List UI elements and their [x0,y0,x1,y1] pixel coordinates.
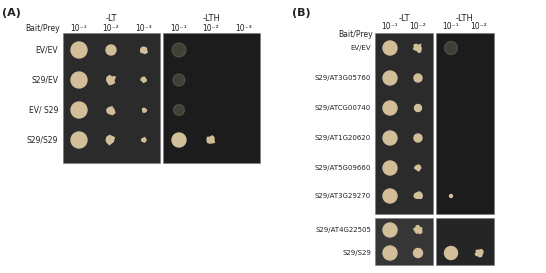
Bar [375,218,433,265]
Circle shape [71,102,87,118]
Text: -LT: -LT [106,14,117,23]
Bar [436,33,494,214]
Polygon shape [106,135,114,145]
Circle shape [449,194,453,197]
Text: S29/AT3G05760: S29/AT3G05760 [314,75,371,81]
Text: 10⁻¹: 10⁻¹ [382,22,399,31]
Text: S29/AT3G29270: S29/AT3G29270 [314,193,371,199]
Text: 10⁻³: 10⁻³ [236,24,252,33]
Text: S29/AT5G09660: S29/AT5G09660 [314,165,371,171]
Circle shape [383,161,397,175]
Circle shape [383,101,397,115]
Text: 10⁻²: 10⁻² [471,22,488,31]
Circle shape [71,42,87,58]
Polygon shape [414,165,421,171]
Circle shape [383,41,397,55]
Circle shape [383,223,397,237]
Circle shape [414,134,422,142]
Circle shape [383,189,397,203]
Text: -LTH: -LTH [203,14,221,23]
Text: S29/S29: S29/S29 [342,250,371,256]
Circle shape [444,247,458,260]
Circle shape [174,105,185,115]
Circle shape [383,71,397,85]
Circle shape [173,74,185,86]
Circle shape [172,133,186,147]
Circle shape [414,74,422,82]
Polygon shape [106,76,115,85]
Text: S29/ATCG00740: S29/ATCG00740 [314,105,371,111]
Text: EV/EV: EV/EV [35,46,58,55]
Circle shape [414,105,422,111]
Bar [163,33,260,163]
Polygon shape [476,250,483,257]
Polygon shape [143,108,146,112]
Polygon shape [141,47,147,54]
Text: S29/AT1G20620: S29/AT1G20620 [314,135,371,141]
Text: 10⁻²: 10⁻² [203,24,219,33]
Text: 10⁻³: 10⁻³ [135,24,152,33]
Text: S29/EV: S29/EV [31,76,58,85]
Text: S29/S29: S29/S29 [27,135,58,144]
Text: Bait/Prey: Bait/Prey [25,24,60,33]
Text: EV/ S29: EV/ S29 [28,105,58,114]
Circle shape [71,72,87,88]
Text: (B): (B) [292,8,311,18]
Text: -LTH: -LTH [456,14,474,23]
Polygon shape [414,44,422,52]
Polygon shape [414,225,422,233]
Text: 10⁻¹: 10⁻¹ [70,24,87,33]
Text: 10⁻¹: 10⁻¹ [443,22,459,31]
Bar [436,218,494,265]
Text: EV/EV: EV/EV [351,45,371,51]
Polygon shape [141,77,146,82]
Circle shape [71,132,87,148]
Text: (A): (A) [2,8,21,18]
Text: 10⁻¹: 10⁻¹ [171,24,187,33]
Circle shape [413,248,423,257]
Polygon shape [141,138,146,142]
Bar [375,33,433,214]
Bar [63,33,160,163]
Text: S29/AT4G22505: S29/AT4G22505 [315,227,371,233]
Circle shape [106,45,116,55]
Text: -LT: -LT [398,14,410,23]
Circle shape [383,131,397,145]
Polygon shape [106,107,115,115]
Circle shape [444,41,458,55]
Text: 10⁻²: 10⁻² [410,22,426,31]
Text: 10⁻²: 10⁻² [103,24,120,33]
Polygon shape [207,136,215,143]
Text: Bait/Prey: Bait/Prey [339,30,373,39]
Circle shape [383,246,397,260]
Circle shape [172,43,186,57]
Polygon shape [414,192,423,198]
